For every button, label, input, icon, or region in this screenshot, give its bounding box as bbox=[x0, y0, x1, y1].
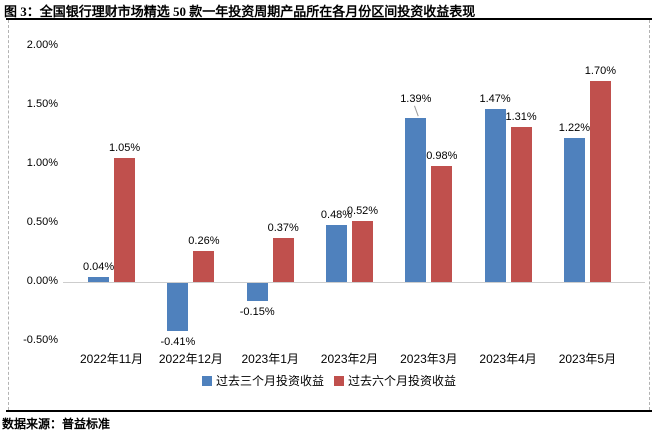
bar-past-6m bbox=[510, 127, 532, 282]
bar-past-6m bbox=[589, 81, 611, 282]
bar-value-label: 0.04% bbox=[82, 261, 115, 273]
label-leader-line bbox=[413, 105, 419, 117]
y-axis-tick-label: -0.50% bbox=[23, 334, 58, 346]
bottom-rule bbox=[6, 410, 652, 412]
legend-item: 过去六个月投资收益 bbox=[334, 372, 456, 389]
y-axis-tick-label: 0.00% bbox=[26, 275, 58, 287]
bar-past-6m bbox=[352, 221, 373, 282]
bar-value-label: 1.31% bbox=[505, 111, 537, 123]
bar-value-label: 1.05% bbox=[108, 142, 141, 154]
category-label: 2023年1月 bbox=[241, 352, 299, 366]
bar-past-6m bbox=[193, 251, 215, 282]
bar-past-3m bbox=[88, 277, 110, 282]
bar-value-label: 0.98% bbox=[426, 150, 458, 162]
bar-past-3m bbox=[484, 109, 506, 282]
bar-value-label: 0.52% bbox=[346, 205, 379, 217]
category-label: 2023年2月 bbox=[320, 352, 379, 366]
bar-value-label: 0.37% bbox=[267, 222, 299, 234]
category-label: 2022年11月 bbox=[80, 352, 144, 366]
bar-past-3m bbox=[167, 283, 189, 331]
bar-value-label: 1.39% bbox=[400, 93, 432, 105]
legend: 过去三个月投资收益 过去六个月投资收益 bbox=[9, 372, 649, 389]
bar-value-label: 0.26% bbox=[188, 235, 220, 247]
legend-swatch-icon bbox=[334, 375, 344, 386]
top-rule bbox=[6, 18, 652, 20]
y-axis-tick-label: 1.00% bbox=[26, 157, 58, 169]
chart-area: 2.00% 1.50% 1.00% 0.50% 0.00% -0.50% 0.04% -0.4… bbox=[8, 20, 650, 410]
bar-value-label: 1.22% bbox=[558, 122, 590, 134]
bar-value-label: 1.70% bbox=[584, 65, 616, 77]
bar-past-3m bbox=[246, 283, 268, 301]
bar-value-label: 1.47% bbox=[479, 93, 511, 105]
bar-value-label: -0.41% bbox=[160, 336, 196, 348]
figure-title: 图 3：全国银行理财市场精选 50 款一年投资周期产品所在各月份区间投资收益表现 bbox=[4, 4, 476, 19]
y-axis-tick-label: 1.50% bbox=[26, 98, 58, 110]
category-label: 2023年4月 bbox=[479, 352, 537, 366]
bar-past-3m bbox=[326, 225, 347, 282]
legend-swatch-icon bbox=[201, 375, 212, 386]
y-axis-tick-label: 0.50% bbox=[26, 216, 58, 228]
bar-past-6m bbox=[114, 158, 136, 282]
y-axis-tick-label: 2.00% bbox=[26, 39, 58, 51]
category-label: 2023年5月 bbox=[558, 352, 617, 366]
bar-past-3m bbox=[563, 138, 585, 282]
category-label: 2022年12月 bbox=[158, 352, 223, 366]
bar-value-label: -0.15% bbox=[239, 306, 275, 318]
data-source: 数据来源：普益标准 bbox=[2, 417, 111, 431]
bar-past-6m bbox=[272, 238, 294, 282]
legend-label: 过去三个月投资收益 bbox=[215, 374, 324, 388]
bar-past-6m bbox=[431, 166, 453, 282]
bar-value-label: 0.48% bbox=[320, 209, 353, 221]
x-axis-line bbox=[63, 282, 645, 283]
bar-past-3m bbox=[405, 118, 427, 282]
category-label: 2023年3月 bbox=[400, 352, 458, 366]
legend-label: 过去六个月投资收益 bbox=[348, 374, 457, 388]
legend-item: 过去三个月投资收益 bbox=[201, 372, 324, 389]
